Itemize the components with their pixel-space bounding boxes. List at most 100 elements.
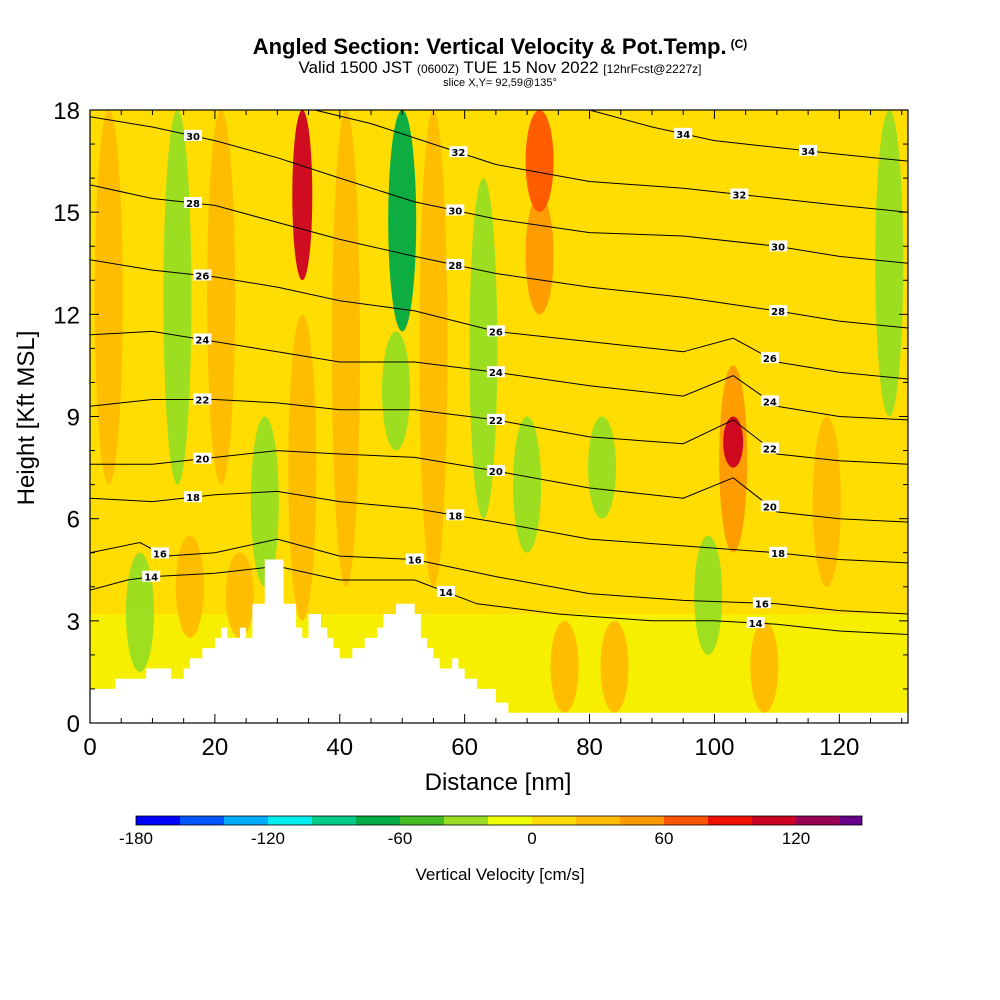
colorbar-swatch	[664, 816, 708, 825]
x-axis-title: Distance [nm]	[425, 769, 572, 796]
valid-date: TUE 15 Nov 2022	[463, 58, 599, 77]
isentrope-label: 18	[186, 493, 200, 504]
isentrope-label-bg	[446, 509, 465, 521]
isentrope-label: 16	[408, 556, 422, 567]
velocity-feature	[812, 416, 841, 587]
isentrope-label-bg	[486, 464, 505, 476]
chart-subtitle: Valid 1500 JST (0600Z) TUE 15 Nov 2022 […	[0, 59, 1000, 78]
velocity-feature	[419, 110, 448, 587]
velocity-feature	[600, 620, 629, 713]
colorbar-frame	[135, 815, 863, 826]
isentrope-label-bg	[769, 305, 788, 317]
colorbar-swatch	[708, 816, 752, 825]
y-tick-label: 18	[53, 98, 80, 125]
colorbar-swatch	[356, 816, 400, 825]
isentrope-label-bg	[193, 393, 212, 405]
velocity-feature	[175, 535, 204, 638]
colorbar-swatch	[180, 816, 224, 825]
isentrope-line	[589, 110, 908, 162]
isentrope-label: 32	[451, 148, 465, 159]
colorbar-swatch	[796, 816, 840, 825]
title-text: Angled Section: Vertical Velocity & Pot.…	[252, 34, 727, 59]
isentrope-label-bg	[760, 500, 779, 512]
isentrope-label: 22	[489, 416, 503, 427]
y-tick-label: 12	[53, 302, 80, 329]
isentrope-label: 28	[448, 261, 462, 272]
isentrope-label-bg	[405, 553, 424, 565]
isentrope-label-bg	[193, 269, 212, 281]
isentrope-label-bg	[184, 196, 203, 208]
isentrope-label-bg	[760, 442, 779, 454]
y-axis-title: Height [Kft MSL]	[13, 331, 40, 506]
isentrope-label-bg	[760, 395, 779, 407]
isentrope-label: 22	[195, 395, 209, 406]
colorbar-tick-label: -180	[119, 829, 153, 848]
isentrope-label: 28	[186, 199, 200, 210]
title-suffix: (C)	[730, 37, 748, 51]
colorbar-swatch	[224, 816, 268, 825]
chart-title: Angled Section: Vertical Velocity & Pot.…	[0, 34, 1000, 60]
isentrope-label-bg	[436, 585, 455, 597]
isentrope-label: 16	[153, 549, 167, 560]
isentrope-label-bg	[446, 204, 465, 216]
velocity-feature	[250, 416, 279, 587]
x-tick-label: 0	[83, 734, 96, 761]
colorbar-tick-label: -120	[251, 829, 285, 848]
isentrope-label: 24	[489, 368, 503, 379]
isentrope-label-bg	[760, 352, 779, 364]
valid-zulu: (0600Z)	[416, 62, 459, 76]
velocity-feature	[469, 178, 498, 519]
x-tick-label: 40	[326, 734, 353, 761]
isentrope-label-bg	[446, 258, 465, 270]
isentrope-label: 14	[144, 573, 158, 584]
velocity-feature	[288, 314, 317, 621]
velocity-feature	[723, 416, 744, 468]
isentrope-label-bg	[769, 240, 788, 252]
y-tick-label: 3	[67, 609, 80, 636]
colorbar-swatch	[752, 816, 796, 825]
isentrope-label-bg	[486, 325, 505, 337]
isentrope-labels: 14 14 14 16 16 16 18 18 18 20 20 20 22 22 22 24 24 24 26 26…	[142, 127, 818, 630]
colorbar-tick-label: 60	[655, 829, 674, 848]
colorbar-swatch	[488, 816, 532, 825]
terrain-mask	[90, 559, 908, 723]
x-tick-label: 120	[819, 734, 859, 761]
isentrope-label: 30	[771, 242, 785, 253]
isentrope-label-bg	[142, 570, 161, 582]
colorbar-tick-label: -60	[388, 829, 413, 848]
isentrope-label-bg	[486, 366, 505, 378]
axes: 0 20 40 60 80 100 120 0 3 6 9 12 15 18	[53, 98, 908, 761]
slice-info: slice X,Y= 92,59@135°	[443, 77, 557, 89]
velocity-feature	[381, 331, 410, 451]
colorbar-tick-label: 120	[782, 829, 810, 848]
isentrope-label: 22	[763, 445, 777, 456]
isentrope-label: 20	[763, 502, 777, 513]
velocity-feature	[588, 416, 617, 519]
valid-prefix: Valid 1500 JST	[298, 58, 413, 77]
isentrope-label-bg	[193, 452, 212, 464]
velocity-feature	[332, 110, 361, 587]
isentrope-label: 18	[771, 549, 785, 560]
colorbar-swatch	[620, 816, 664, 825]
colorbar-tick-label: 0	[527, 829, 536, 848]
y-tick-label: 6	[67, 507, 80, 534]
isentrope-label-bg	[799, 144, 818, 156]
isentrope-label-bg	[674, 127, 693, 139]
isentrope-label-bg	[184, 491, 203, 503]
isentrope-line	[314, 110, 908, 213]
x-tick-label: 80	[576, 734, 603, 761]
colorbar-swatch	[840, 816, 862, 825]
velocity-feature	[292, 110, 313, 281]
velocity-feature	[750, 620, 779, 713]
y-tick-label: 9	[67, 405, 80, 432]
isentrope-label: 34	[801, 147, 815, 158]
isentrope-label-bg	[193, 333, 212, 345]
isentrope-label: 20	[195, 455, 209, 466]
isentrope-label: 14	[439, 588, 453, 599]
isentrope-label: 16	[755, 599, 769, 610]
isentrope-label: 26	[195, 272, 209, 283]
isentrope-label: 30	[186, 132, 200, 143]
velocity-feature	[525, 110, 554, 213]
velocity-feature	[694, 535, 723, 655]
